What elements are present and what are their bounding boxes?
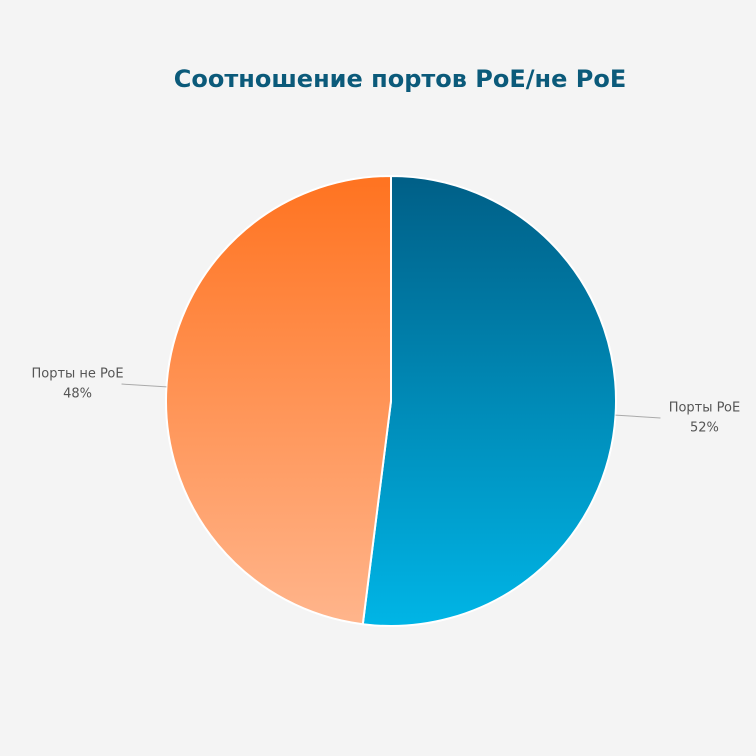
slice-label: Порты не PoE bbox=[31, 367, 123, 382]
pie-slice bbox=[165, 174, 392, 626]
leader-line bbox=[121, 383, 167, 388]
pie-slice bbox=[361, 174, 617, 627]
slice-value-label: 52% bbox=[690, 420, 719, 435]
leader-line bbox=[615, 414, 661, 419]
slice-label: Порты PoE bbox=[669, 400, 741, 415]
slice-value-label: 48% bbox=[63, 387, 92, 402]
chart-title: Соотношение портов PoE/не PoE bbox=[174, 65, 626, 93]
